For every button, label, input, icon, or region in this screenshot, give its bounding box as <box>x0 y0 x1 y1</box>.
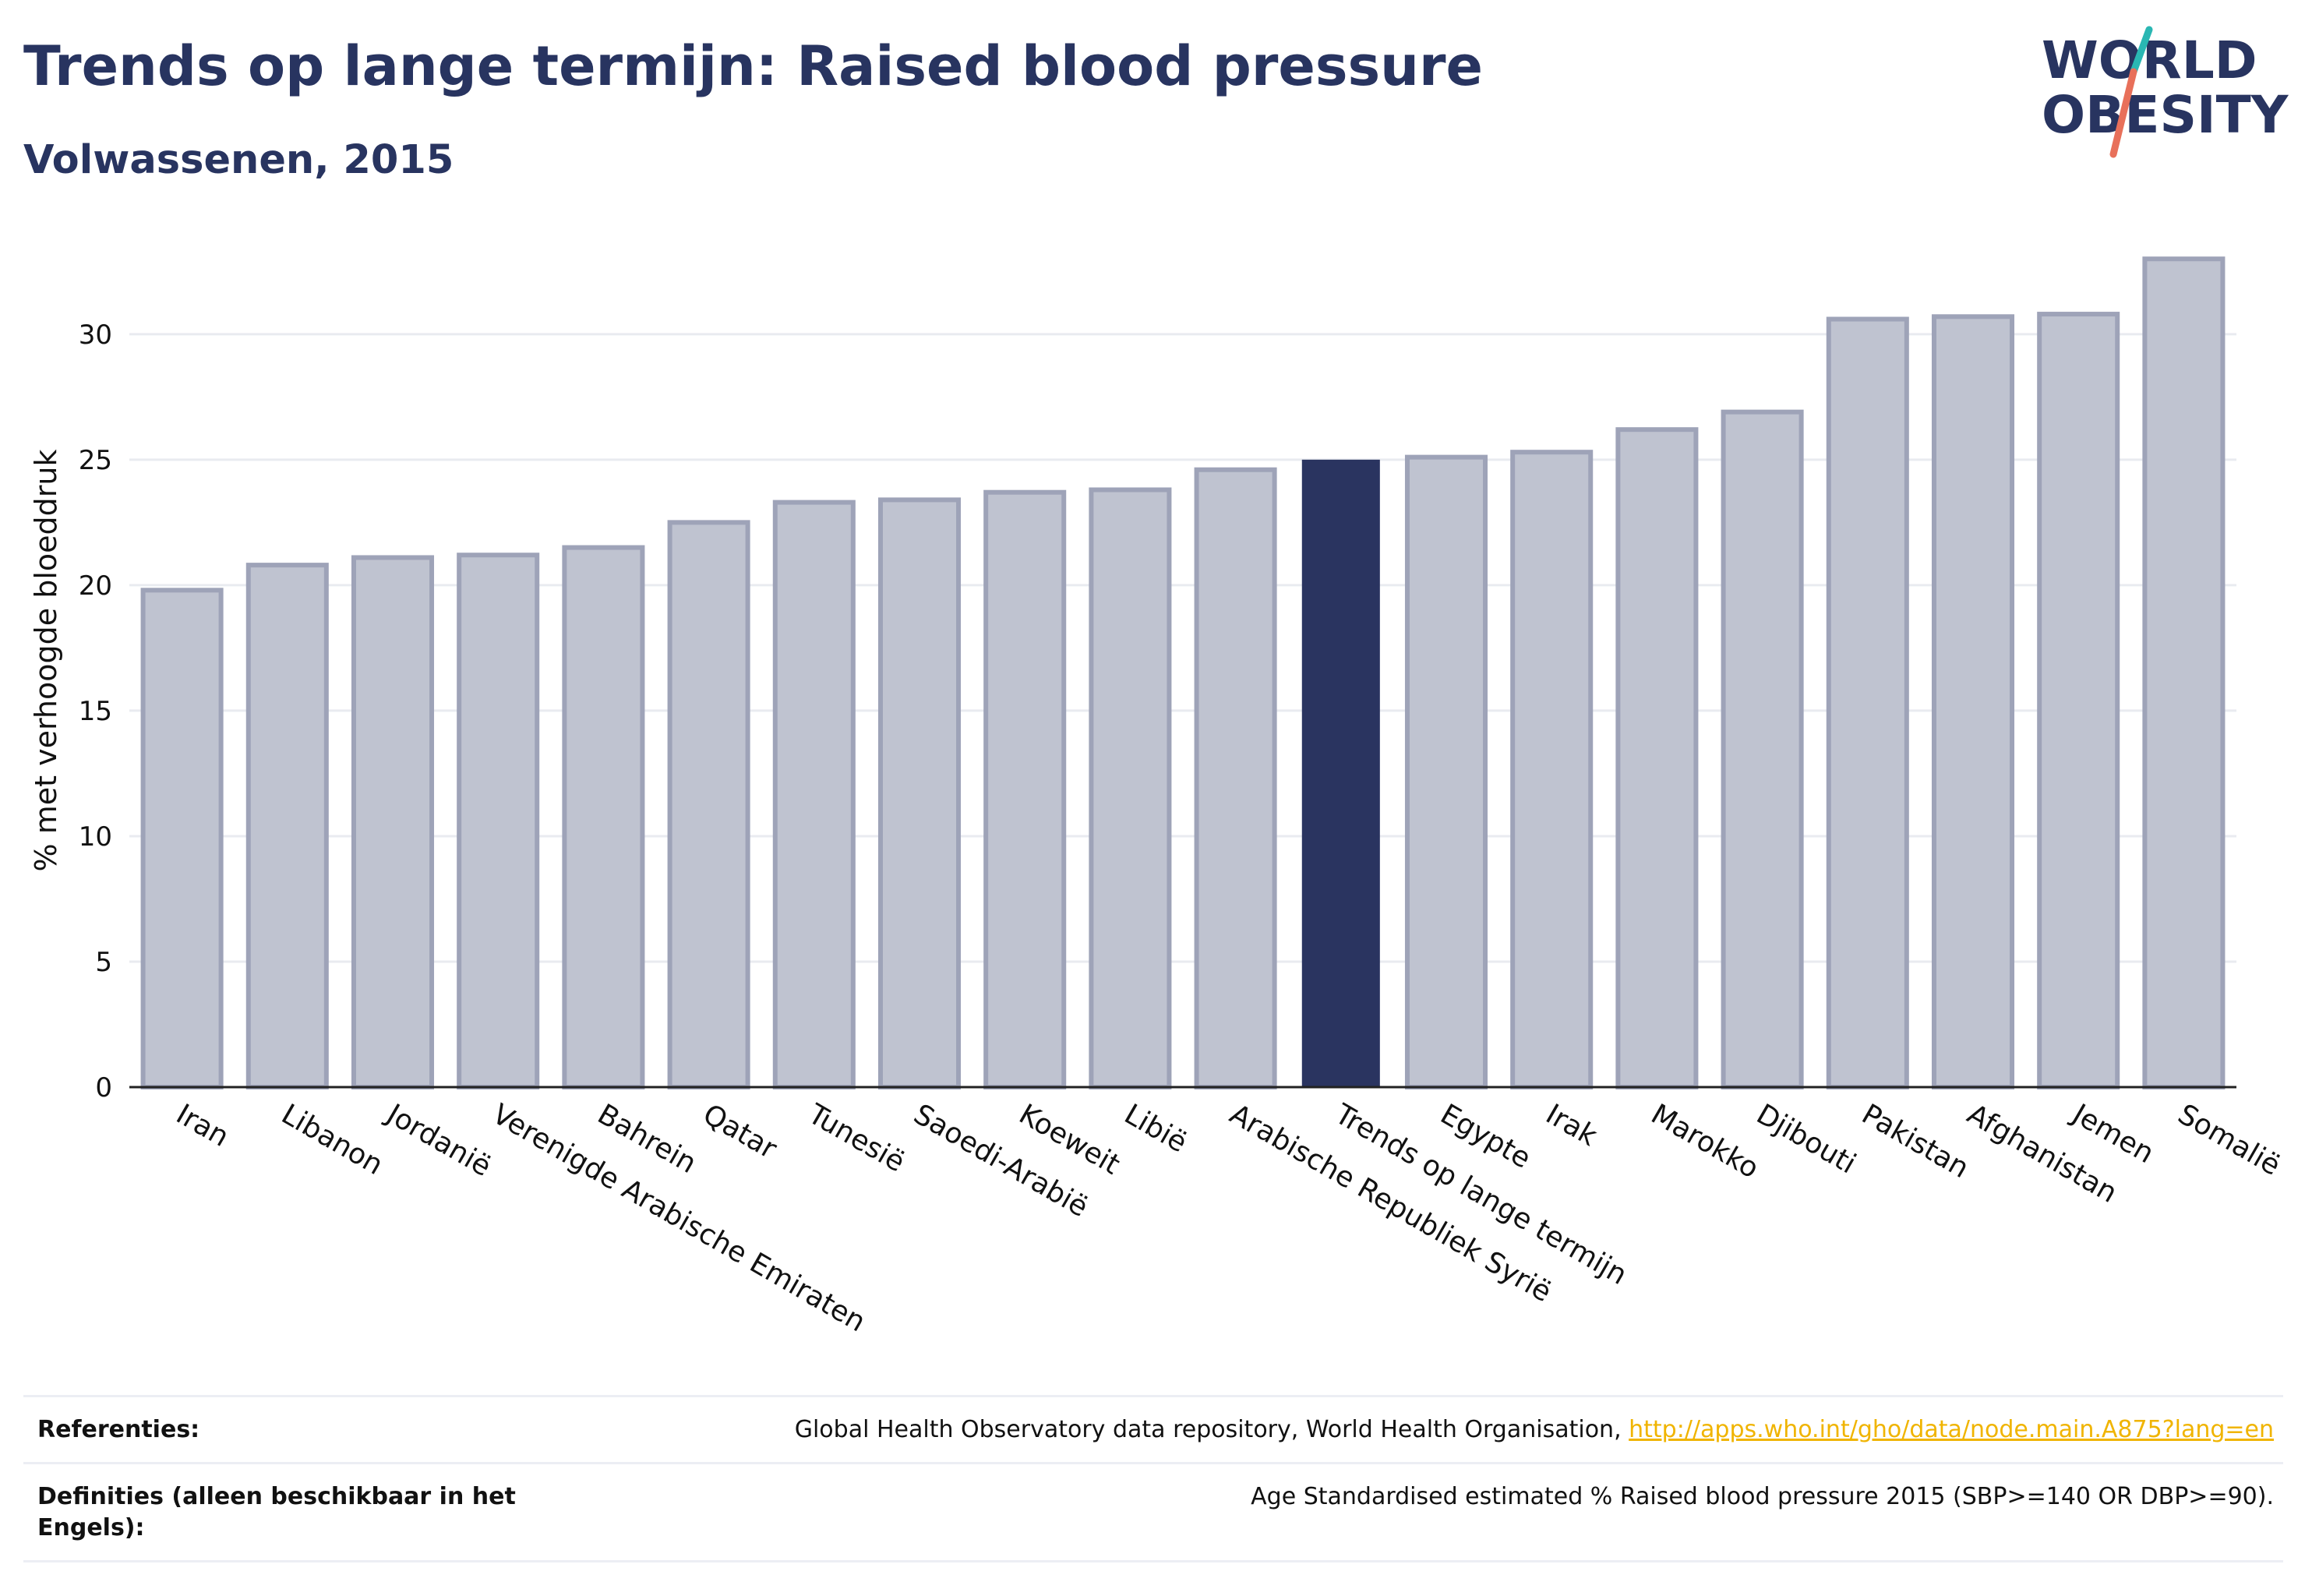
bar <box>667 520 750 1089</box>
definitions-row: Definities (alleen beschikbaar in het En… <box>23 1461 2283 1562</box>
bar <box>457 553 540 1089</box>
y-tick-label: 5 <box>95 947 112 978</box>
chart-subtitle: Volwassenen, 2015 <box>23 137 454 183</box>
y-tick-label: 30 <box>79 320 112 351</box>
definitions-value: Age Standardised estimated % Raised bloo… <box>1251 1482 2274 1510</box>
x-tick-label: Marokko <box>1646 1098 1764 1185</box>
chart-title: Trends op lange termijn: Raised blood pr… <box>23 34 1483 98</box>
references-link[interactable]: http://apps.who.int/gho/data/node.main.A… <box>1629 1416 2274 1443</box>
x-tick-label: Qatar <box>697 1098 782 1165</box>
y-tick-label: 25 <box>79 445 112 476</box>
references-value: Global Health Observatory data repositor… <box>795 1414 2283 1446</box>
logo-slash-coral <box>2109 68 2137 158</box>
x-tick-label: Tunesië <box>802 1098 909 1179</box>
x-tick-label: Libië <box>1119 1098 1192 1159</box>
y-tick-label: 10 <box>79 821 112 853</box>
bar <box>1721 409 1804 1090</box>
bar <box>245 563 329 1089</box>
references-row: Referenties: Global Health Observatory d… <box>23 1395 2283 1462</box>
bar <box>877 497 962 1090</box>
bar <box>140 588 224 1089</box>
bar <box>2142 256 2226 1089</box>
y-tick-label: 0 <box>95 1072 112 1103</box>
world-obesity-logo: WORLD OBESITY <box>2042 26 2289 158</box>
x-tick-label: Verenigde Arabische Emiraten <box>487 1098 871 1338</box>
references-text: Global Health Observatory data repositor… <box>794 1416 1629 1443</box>
bar <box>562 545 645 1089</box>
references-label: Referenties: <box>37 1416 200 1443</box>
x-tick-label: Saoedi-Arabië <box>909 1098 1094 1223</box>
bar-chart: 0 5 10 15 20 25 30 Iran LibanonJordaniëVerenigde… <box>29 256 2286 1338</box>
bar <box>1826 316 1909 1089</box>
y-axis-label: % met verhoogde bloeddruk <box>29 450 63 872</box>
bar <box>1194 467 1277 1089</box>
x-tick-label: Iran <box>171 1098 234 1153</box>
reference-table: Referenties: Global Health Observatory d… <box>23 1395 2283 1562</box>
bar <box>1404 454 1488 1090</box>
y-tick-label: 15 <box>79 696 112 727</box>
bar <box>983 489 1067 1089</box>
bar <box>1931 314 2015 1089</box>
bar <box>772 500 856 1089</box>
definitions-label: Definities (alleen beschikbaar in het En… <box>37 1482 516 1542</box>
bar <box>1510 450 1594 1089</box>
y-tick-label: 20 <box>79 570 112 602</box>
logo-text-obesity: OBESITY <box>2042 85 2289 145</box>
bar <box>351 555 435 1089</box>
x-tick-label: Libanon <box>276 1098 388 1181</box>
bar-highlight <box>1301 459 1380 1087</box>
x-tick-label: Djibouti <box>1751 1098 1861 1180</box>
logo-slash-teal <box>2130 26 2153 76</box>
x-tick-label: Irak <box>1541 1098 1603 1153</box>
bar <box>1089 487 1172 1089</box>
x-tick-label: Pakistan <box>1856 1098 1974 1185</box>
bar <box>2037 312 2120 1089</box>
x-tick-label: Jordanië <box>380 1097 496 1183</box>
x-tick-label: Somalië <box>2173 1098 2286 1182</box>
logo-text-world: WORLD <box>2042 30 2257 90</box>
bar <box>1615 427 1699 1089</box>
